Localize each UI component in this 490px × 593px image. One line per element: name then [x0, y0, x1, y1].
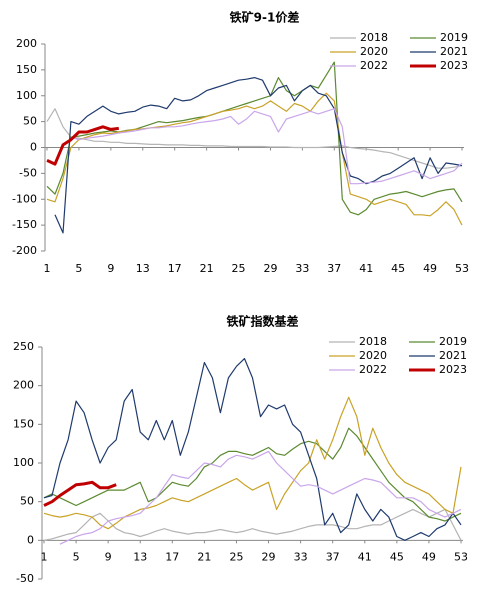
x-tick-label: 13 [133, 550, 147, 563]
y-tick-label: 0 [30, 141, 37, 154]
series-line [54, 77, 463, 234]
y-tick-label: 200 [13, 379, 34, 392]
series-line [43, 358, 462, 541]
x-tick-label: 1 [44, 262, 51, 275]
chart-title: 铁矿9-1价差 [230, 10, 300, 25]
series-line [43, 396, 462, 530]
y-tick-label: 150 [13, 417, 34, 430]
x-tick-label: 53 [455, 262, 469, 275]
x-tick-label: 17 [165, 550, 179, 563]
x-tick-label: 49 [422, 550, 436, 563]
x-tick-label: 41 [359, 262, 373, 275]
y-tick-label: -150 [12, 218, 37, 231]
x-tick-label: 9 [107, 262, 114, 275]
y-tick-label: -100 [12, 192, 37, 205]
series-line [59, 450, 462, 545]
y-tick-label: 150 [16, 63, 37, 76]
y-tick-label: 50 [20, 495, 34, 508]
legend-label: 2020 [359, 349, 387, 362]
x-tick-label: 21 [200, 262, 214, 275]
legend-label: 2019 [440, 31, 468, 44]
x-tick-label: 21 [197, 550, 211, 563]
legend-label: 2021 [439, 349, 467, 362]
series-line [46, 108, 463, 169]
series-line [70, 108, 463, 185]
series-line [46, 92, 463, 226]
x-tick-label: 49 [423, 262, 437, 275]
x-tick-label: 29 [263, 262, 277, 275]
y-tick-label: -50 [16, 572, 34, 585]
x-tick-label: 5 [75, 262, 82, 275]
legend-label: 2021 [440, 45, 468, 58]
x-tick-label: 33 [295, 262, 309, 275]
y-tick-label: 250 [13, 340, 34, 353]
legend-label: 2018 [360, 31, 388, 44]
x-tick-label: 37 [326, 550, 340, 563]
x-tick-label: 25 [229, 550, 243, 563]
legend-label: 2019 [439, 335, 467, 348]
y-tick-label: 0 [27, 533, 34, 546]
x-tick-label: 41 [358, 550, 372, 563]
series-line [43, 427, 462, 522]
x-tick-label: 45 [391, 262, 405, 275]
series-line [43, 508, 462, 541]
x-tick-label: 5 [73, 550, 80, 563]
series-line [43, 480, 117, 507]
x-tick-label: 9 [105, 550, 112, 563]
x-tick-label: 45 [390, 550, 404, 563]
y-tick-label: 200 [16, 37, 37, 50]
x-tick-label: 29 [262, 550, 276, 563]
x-tick-label: 33 [294, 550, 308, 563]
y-tick-label: -200 [12, 244, 37, 257]
x-tick-label: 25 [232, 262, 246, 275]
x-tick-label: 37 [327, 262, 341, 275]
legend-label: 2023 [440, 59, 468, 72]
series-line [46, 61, 463, 216]
x-tick-label: 1 [41, 550, 48, 563]
legend-label: 2018 [359, 335, 387, 348]
y-tick-label: 100 [13, 456, 34, 469]
chart-title: 铁矿指数基差 [226, 314, 298, 329]
legend-label: 2020 [360, 45, 388, 58]
series-line [46, 125, 119, 166]
x-tick-label: 53 [454, 550, 468, 563]
y-tick-label: 100 [16, 89, 37, 102]
legend-label: 2022 [359, 363, 387, 376]
x-tick-label: 13 [136, 262, 150, 275]
x-tick-label: 17 [168, 262, 182, 275]
legend-label: 2022 [360, 59, 388, 72]
y-tick-label: -50 [19, 166, 37, 179]
legend-label: 2023 [439, 363, 467, 376]
y-tick-label: 50 [23, 115, 37, 128]
